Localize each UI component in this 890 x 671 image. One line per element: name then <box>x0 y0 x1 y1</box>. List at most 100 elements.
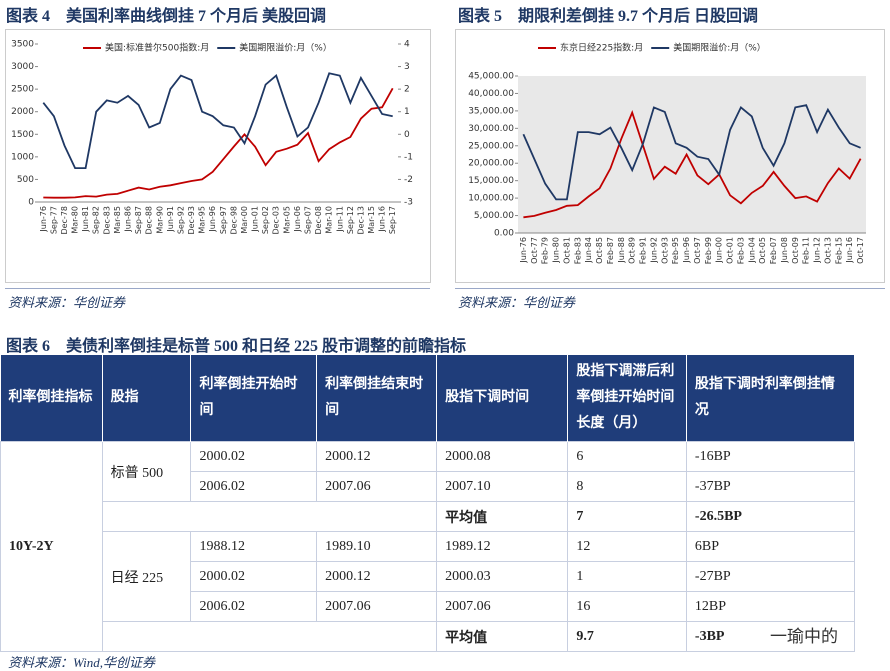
x-tick-label: Oct-13 <box>823 237 832 264</box>
x-tick-label: Oct-77 <box>530 237 539 264</box>
x-tick-label: Feb-03 <box>736 237 745 264</box>
table-cell: 2007.06 <box>436 591 569 622</box>
source: 资料来源：华创证券 <box>8 295 126 310</box>
average-row: 平均值 7 -26.5BP <box>1 501 856 532</box>
y-tick-label: 15,000.00 <box>468 176 514 186</box>
x-tick-label: Jun-08 <box>780 237 789 264</box>
figure-title: 图表 5 期限利差倒挂 9.7 个月后 日股回调 <box>458 8 759 25</box>
empty-cell <box>101 501 438 532</box>
rule <box>455 288 885 289</box>
table-cell: 1988.12 <box>190 531 318 562</box>
x-tick-label: Mar-95 <box>198 206 207 234</box>
x-tick-label: Sep-87 <box>134 206 143 234</box>
y2-tick-label: 1 <box>404 107 410 117</box>
table-cell: 9.7 <box>567 621 687 652</box>
x-tick-label: Jun-06 <box>293 206 302 233</box>
x-tick-label: Sep-17 <box>388 206 397 234</box>
x-tick-label: Jun-92 <box>649 237 658 264</box>
legend-label: 美国:标准普尔500指数:月 <box>105 42 209 54</box>
table-cell: -26.5BP <box>685 501 856 532</box>
header-cell: 股指下调时利率倒挂情况 <box>686 355 856 442</box>
x-tick-label: Oct-09 <box>791 237 800 264</box>
x-tick-label: Mar-10 <box>325 206 334 234</box>
table-cell: 2000.08 <box>436 441 569 472</box>
table-cell: 2000.02 <box>190 561 318 592</box>
y2-tick-label: 3 <box>404 62 410 72</box>
x-tick-label: Mar-80 <box>71 206 80 234</box>
y2-tick-label: 0 <box>404 130 410 140</box>
series-line <box>42 72 393 169</box>
x-tick-label: Dec-93 <box>187 206 196 235</box>
table-cell: 1989.12 <box>436 531 569 562</box>
table-cell: 平均值 <box>436 501 569 532</box>
table-cell: 1989.10 <box>316 531 438 562</box>
x-tick-label: Mar-15 <box>367 206 376 234</box>
table-row: 2006.02 2007.06 2007.06 16 12BP <box>1 591 856 622</box>
x-tick-label: Feb-95 <box>671 237 680 264</box>
y2-tick-label: -2 <box>404 175 413 185</box>
y2-tick-label: 4 <box>404 40 410 50</box>
table-cell: 平均值 <box>436 621 569 652</box>
x-tick-label: Jun-16 <box>845 237 854 264</box>
table-cell: 2007.06 <box>316 591 438 622</box>
x-tick-label: Dec-88 <box>145 206 154 235</box>
table-cell: 12 <box>567 531 687 562</box>
table-cell: -3BP <box>685 621 856 652</box>
x-tick-label: Mar-05 <box>282 206 291 234</box>
figure-title: 图表 4 美国利率曲线倒挂 7 个月后 美股回调 <box>6 8 327 25</box>
y-tick-label: 10,000.00 <box>468 194 514 204</box>
x-tick-label: Feb-07 <box>769 237 778 264</box>
x-tick-label: Oct-81 <box>562 237 571 264</box>
y-tick-label: 500 <box>17 175 34 185</box>
y-tick-label: 30,000.00 <box>468 124 514 134</box>
table-cell: 8 <box>567 471 687 502</box>
x-tick-label: Feb-91 <box>639 237 648 264</box>
x-tick-label: Jun-96 <box>208 206 217 233</box>
table-cell: 2000.12 <box>316 561 438 592</box>
x-tick-label: Sep-07 <box>304 206 313 234</box>
header-cell: 利率倒挂指标 <box>0 355 103 442</box>
series-line <box>523 110 862 219</box>
average-row: 平均值 9.7 -3BP <box>1 621 856 652</box>
table-row: 10Y-2Y 标普 500 2000.02 2000.12 2000.08 6 -16BP <box>0 441 856 652</box>
table: 利率倒挂指标 股指 利率倒挂开始时间 利率倒挂结束时间 股指下调时间 股指下调滞后利率倒挂… <box>0 355 856 652</box>
table-cell: -37BP <box>685 471 856 502</box>
x-tick-label: Jun-86 <box>124 206 133 233</box>
index-cell: 标普 500 <box>101 441 192 502</box>
x-tick-label: Oct-01 <box>726 237 735 264</box>
table-cell: 2000.12 <box>316 441 438 472</box>
table-cell: -27BP <box>685 561 856 592</box>
x-tick-label: Sep-97 <box>219 206 228 234</box>
x-tick-label: Feb-79 <box>541 237 550 264</box>
table-title: 图表 6 美债利率倒挂是标普 500 和日经 225 股市调整的前瞻指标 <box>6 338 467 355</box>
x-tick-label: Dec-98 <box>229 206 238 235</box>
x-tick-label: Jun-91 <box>166 206 175 233</box>
x-tick-label: Feb-83 <box>573 237 582 264</box>
x-tick-label: Mar-90 <box>155 206 164 234</box>
x-tick-label: Feb-87 <box>606 237 615 264</box>
rule <box>5 288 430 289</box>
y2-tick-label: -1 <box>404 152 413 162</box>
y2-tick-label: -3 <box>404 198 413 208</box>
x-tick-label: Dec-03 <box>272 206 281 235</box>
x-tick-label: Jun-00 <box>715 237 724 264</box>
x-tick-label: Jun-81 <box>81 206 90 233</box>
legend-label: 美国期限溢价:月（%） <box>673 42 766 54</box>
source: 资料来源：华创证券 <box>458 295 576 310</box>
x-tick-label: Sep-77 <box>49 206 58 234</box>
y-tick-label: 5,000.00 <box>474 211 514 221</box>
y-tick-label: 2000 <box>11 107 34 117</box>
y-tick-label: 20,000.00 <box>468 159 514 169</box>
x-tick-label: Jun-84 <box>584 237 593 264</box>
x-tick-label: Oct-89 <box>628 237 637 264</box>
header-cell: 利率倒挂结束时间 <box>316 355 438 442</box>
chart: 0 500 1000 1500 2000 2500 3000 3500 -3 -2 -1 0 1 2 3 4 J… <box>5 29 431 283</box>
table-cell: 6 <box>567 441 687 472</box>
table-cell: 2000.03 <box>436 561 569 592</box>
y-tick-label: 0 <box>28 198 34 208</box>
y-tick-label: 40,000.00 <box>468 89 514 99</box>
x-tick-label: Sep-02 <box>261 206 270 234</box>
table-row: 日经 225 1988.12 1989.10 1989.12 12 6BP <box>1 531 856 622</box>
y2-tick-label: 2 <box>404 85 410 95</box>
y-tick-label: 45,000.00 <box>468 72 514 82</box>
